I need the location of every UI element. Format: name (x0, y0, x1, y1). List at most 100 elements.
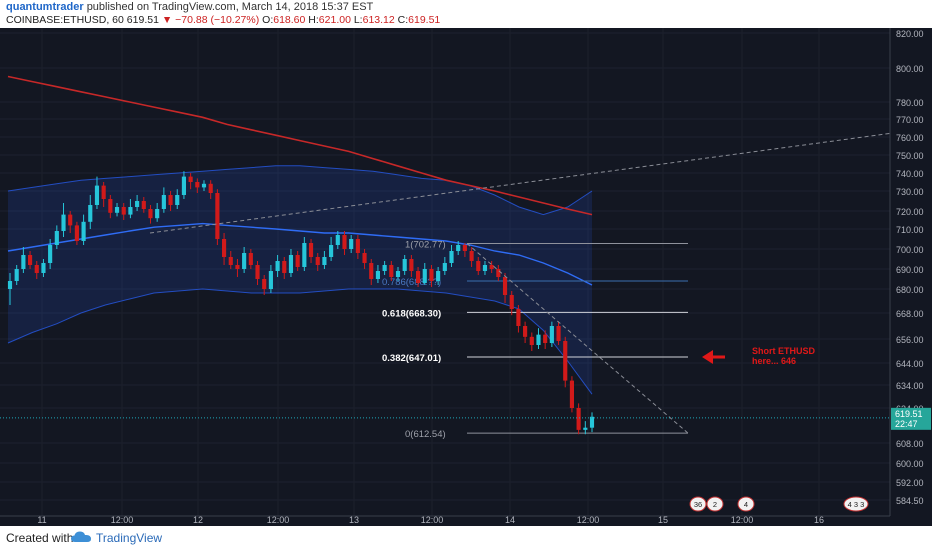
published-text: published on TradingView.com, March 14, … (86, 1, 374, 13)
y-tick-label: 608.00 (896, 439, 924, 449)
low-value: 613.12 (362, 14, 395, 26)
candle-body (295, 255, 300, 267)
candle-body (476, 261, 481, 271)
x-tick-label: 12:00 (111, 515, 134, 525)
tradingview-logo-icon (71, 531, 91, 542)
y-tick-label: 644.00 (896, 359, 924, 369)
event-badge-label: 4 (744, 500, 748, 509)
author-link[interactable]: quantumtrader (6, 1, 84, 13)
candle-body (121, 207, 126, 215)
dashed-trendline (149, 132, 891, 234)
candle-body (135, 201, 140, 207)
x-tick-label: 12:00 (577, 515, 600, 525)
y-tick-label: 800.00 (896, 64, 924, 74)
candle-body (41, 263, 46, 273)
last-price: 619.51 (126, 14, 159, 26)
created-with-label: Created with (6, 531, 74, 545)
candle-body (208, 183, 213, 193)
candle-body (489, 265, 494, 269)
y-tick-label: 656.00 (896, 335, 924, 345)
fib-level-label: 0.618(668.30) (382, 308, 441, 319)
candle-body (221, 239, 227, 257)
candle-body (355, 239, 360, 253)
candle-body (449, 251, 454, 263)
candle-body (175, 195, 180, 205)
event-badge-label: 2 (713, 500, 717, 509)
candle-body (422, 269, 427, 283)
candle-body (168, 195, 173, 205)
candle-body (456, 245, 461, 251)
candle-body (308, 243, 314, 257)
y-tick-label: 668.00 (896, 309, 924, 319)
candle-body (429, 269, 434, 281)
chart-header: quantumtrader published on TradingView.c… (0, 0, 932, 28)
candle-body (536, 334, 541, 345)
candle-body (61, 214, 66, 231)
open-value: 618.60 (273, 14, 306, 26)
candle-body (496, 269, 501, 277)
candle-body (409, 259, 414, 271)
candle-body (108, 199, 113, 213)
candle-body (589, 416, 595, 428)
candle-body (94, 185, 100, 205)
candle-body (215, 193, 220, 239)
y-tick-label: 710.00 (896, 225, 924, 235)
candle-body (148, 209, 153, 219)
candle-body (181, 176, 187, 195)
candle-body (34, 265, 39, 273)
chart-area[interactable]: 1(702.77) 0.786(688.??) 0.618(668.30) 0.382… (0, 28, 932, 526)
candle-body (482, 265, 488, 271)
close-label: C: (397, 14, 409, 26)
candle-body (516, 309, 521, 326)
event-badge-label: 4 3 3 (848, 500, 865, 509)
annotation-label: Short ETHUSD (752, 346, 816, 356)
tradingview-brand[interactable]: TradingView (96, 531, 163, 545)
candle-body (282, 261, 287, 273)
candle-body (342, 235, 347, 249)
event-badge (689, 496, 707, 512)
candle-body (21, 255, 26, 269)
candle-body (268, 271, 273, 289)
moving-average-line (7, 75, 593, 216)
y-tick-label: 780.00 (896, 98, 924, 108)
candle-body (275, 261, 280, 271)
y-tick-label: 770.00 (896, 115, 924, 125)
candle-body (389, 265, 394, 277)
candle-body (523, 326, 528, 337)
candle-body (469, 251, 474, 261)
candle-body (48, 245, 53, 263)
candle-body (54, 231, 59, 245)
candle-body (155, 209, 160, 219)
publish-line: quantumtrader published on TradingView.c… (6, 1, 373, 13)
candle-body (402, 259, 407, 271)
candle-body (556, 326, 561, 341)
candle-body (7, 281, 13, 289)
candle-body (81, 221, 86, 241)
x-tick-label: 16 (814, 515, 824, 525)
x-tick-label: 12:00 (421, 515, 444, 525)
band-lower-line (7, 288, 593, 395)
band-upper-line (7, 165, 593, 216)
fib-level-label: 1(702.77) (405, 239, 446, 250)
x-tick-label: 12 (193, 515, 203, 525)
y-tick-label: 584.50 (896, 496, 924, 506)
y-tick-label: 680.00 (896, 285, 924, 295)
candle-body (27, 255, 33, 265)
candle-body (141, 201, 146, 209)
y-tick-label: 730.00 (896, 187, 924, 197)
price-chart[interactable]: 1(702.77) 0.786(688.??) 0.618(668.30) 0.382… (0, 28, 932, 526)
candle-body (68, 214, 73, 226)
y-tick-label: 600.00 (896, 459, 924, 469)
candle-body (302, 243, 307, 267)
high-label: H: (308, 14, 319, 26)
x-tick-label: 13 (349, 515, 359, 525)
x-tick-label: 12:00 (731, 515, 754, 525)
change-value: −70.88 (−10.27%) (175, 14, 260, 26)
candle-body (436, 271, 441, 281)
countdown-label: 22:47 (895, 419, 918, 429)
candle-body (583, 427, 588, 430)
x-tick-label: 14 (505, 515, 515, 525)
candle-body (395, 271, 401, 277)
y-tick-label: 690.00 (896, 265, 924, 275)
candle-body (228, 257, 233, 265)
